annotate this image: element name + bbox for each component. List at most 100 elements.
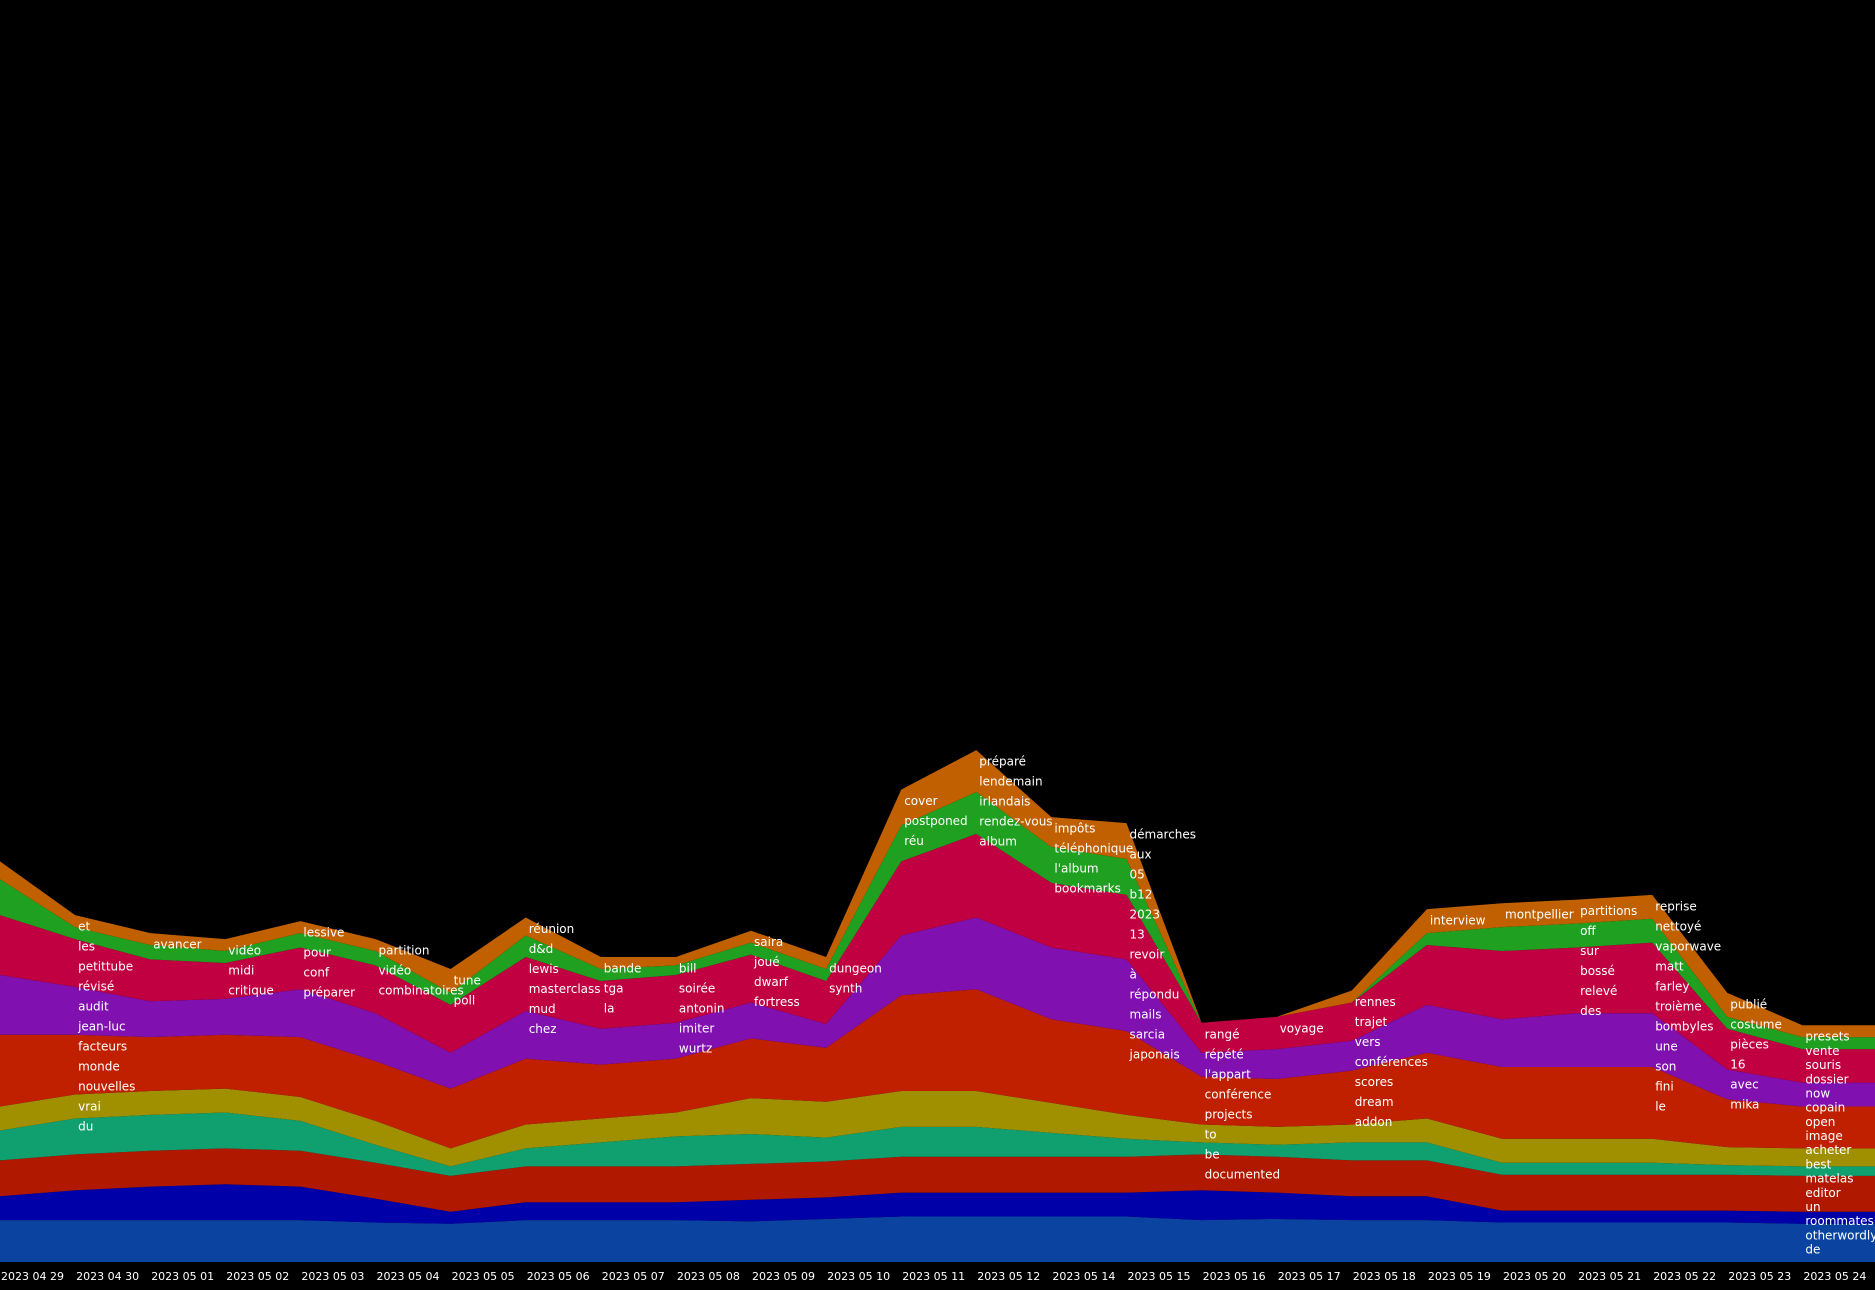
word-label: rendez-vous (979, 815, 1052, 829)
word-label: vente (1805, 1044, 1839, 1058)
stream-area (0, 1148, 1875, 1212)
word-label: conférences (1355, 1055, 1428, 1069)
word-label: bombyles (1655, 1019, 1713, 1033)
word-label: copain (1805, 1101, 1845, 1115)
word-label: l'appart (1205, 1067, 1252, 1081)
word-label: troième (1655, 999, 1702, 1013)
word-label: bookmarks (1054, 882, 1120, 896)
word-label: démarches (1130, 828, 1197, 842)
word-label: acheter (1805, 1143, 1851, 1157)
word-label: critique (228, 984, 274, 998)
word-label: une (1655, 1039, 1678, 1053)
word-label: 2023 (1130, 908, 1161, 922)
word-label: bossé (1580, 964, 1615, 978)
word-label: tune (454, 973, 481, 987)
word-label: son (1655, 1059, 1676, 1073)
word-label: matelas (1805, 1172, 1853, 1186)
word-label: préparé (979, 755, 1026, 769)
word-label: dream (1355, 1095, 1394, 1109)
word-label: lewis (529, 962, 559, 976)
word-label: mails (1130, 1008, 1162, 1022)
word-label: antonin (679, 1002, 725, 1016)
word-label: audit (78, 1000, 109, 1014)
word-label: et (78, 920, 90, 934)
x-tick-label: 2023 05 08 (677, 1270, 740, 1283)
word-label: jean-luc (77, 1020, 126, 1034)
word-label: sur (1580, 944, 1599, 958)
word-label: projects (1205, 1107, 1253, 1121)
stream-area (0, 750, 1875, 1038)
word-label: montpellier (1505, 908, 1574, 922)
x-tick-label: 2023 05 12 (977, 1270, 1040, 1283)
word-label: le (1655, 1099, 1666, 1113)
word-label: 05 (1130, 868, 1145, 882)
word-label: réu (904, 834, 924, 848)
word-label: lessive (303, 926, 344, 940)
word-label: avec (1730, 1077, 1758, 1091)
word-label: costume (1730, 1017, 1782, 1031)
x-tick-label: 2023 05 17 (1278, 1270, 1341, 1283)
word-label: révisé (78, 980, 114, 994)
x-tick-label: 2023 05 09 (752, 1270, 815, 1283)
word-label: mud (529, 1002, 556, 1016)
word-label: sarcia (1130, 1028, 1166, 1042)
x-tick-label: 2023 04 30 (76, 1270, 139, 1283)
word-label: répété (1205, 1047, 1244, 1061)
word-label: documented (1205, 1167, 1281, 1181)
word-label: publié (1730, 997, 1767, 1011)
word-label: off (1580, 924, 1596, 938)
x-tick-label: 2023 05 15 (1128, 1270, 1191, 1283)
word-label: postponed (904, 814, 967, 828)
stream-area (0, 1216, 1875, 1262)
word-label: synth (829, 982, 862, 996)
word-label: now (1805, 1086, 1830, 1100)
word-label: d&d (529, 942, 554, 956)
x-tick-label: 2023 05 20 (1503, 1270, 1566, 1283)
stream-area (0, 989, 1875, 1149)
word-label: les (78, 940, 95, 954)
x-tick-label: 2023 05 07 (602, 1270, 665, 1283)
word-label: rennes (1355, 995, 1396, 1009)
word-label: vrai (78, 1100, 101, 1114)
word-label: dungeon (829, 962, 882, 976)
word-label: pour (303, 946, 331, 960)
word-label: pièces (1730, 1037, 1769, 1051)
word-label: revoir (1130, 948, 1165, 962)
word-label: b12 (1130, 888, 1153, 902)
word-label: vaporwave (1655, 939, 1721, 953)
x-tick-label: 2023 05 21 (1578, 1270, 1641, 1283)
word-label: lendemain (979, 775, 1042, 789)
word-label: bill (679, 962, 697, 976)
word-label: conférence (1205, 1087, 1272, 1101)
x-tick-label: 2023 05 16 (1203, 1270, 1266, 1283)
x-tick-label: 2023 05 23 (1728, 1270, 1791, 1283)
word-label: avancer (153, 938, 201, 952)
word-label: midi (228, 964, 254, 978)
word-label: souris (1805, 1058, 1841, 1072)
x-tick-label: 2023 05 18 (1353, 1270, 1416, 1283)
stream-area (0, 917, 1875, 1107)
word-label: fortress (754, 995, 800, 1009)
x-tick-label: 2023 05 02 (226, 1270, 289, 1283)
word-label: du (78, 1120, 93, 1134)
x-tick-label: 2023 05 05 (452, 1270, 515, 1283)
word-label: matt (1655, 959, 1684, 973)
word-label: un (1805, 1200, 1820, 1214)
word-label: répondu (1130, 988, 1180, 1002)
word-label: be (1205, 1147, 1220, 1161)
word-label: relevé (1580, 984, 1617, 998)
word-label: roommates (1805, 1214, 1873, 1228)
word-label: petittube (78, 960, 133, 974)
stream-area (0, 1112, 1875, 1176)
word-label: la (604, 1002, 615, 1016)
word-label: farley (1655, 979, 1689, 993)
word-label: téléphonique (1054, 842, 1133, 856)
x-tick-label: 2023 05 14 (1052, 1270, 1115, 1283)
word-label: partitions (1580, 904, 1637, 918)
word-label: chez (529, 1022, 557, 1036)
word-label: interview (1430, 914, 1486, 928)
word-label: 13 (1130, 928, 1145, 942)
stream-area (0, 791, 1875, 1050)
word-label: tga (604, 982, 624, 996)
